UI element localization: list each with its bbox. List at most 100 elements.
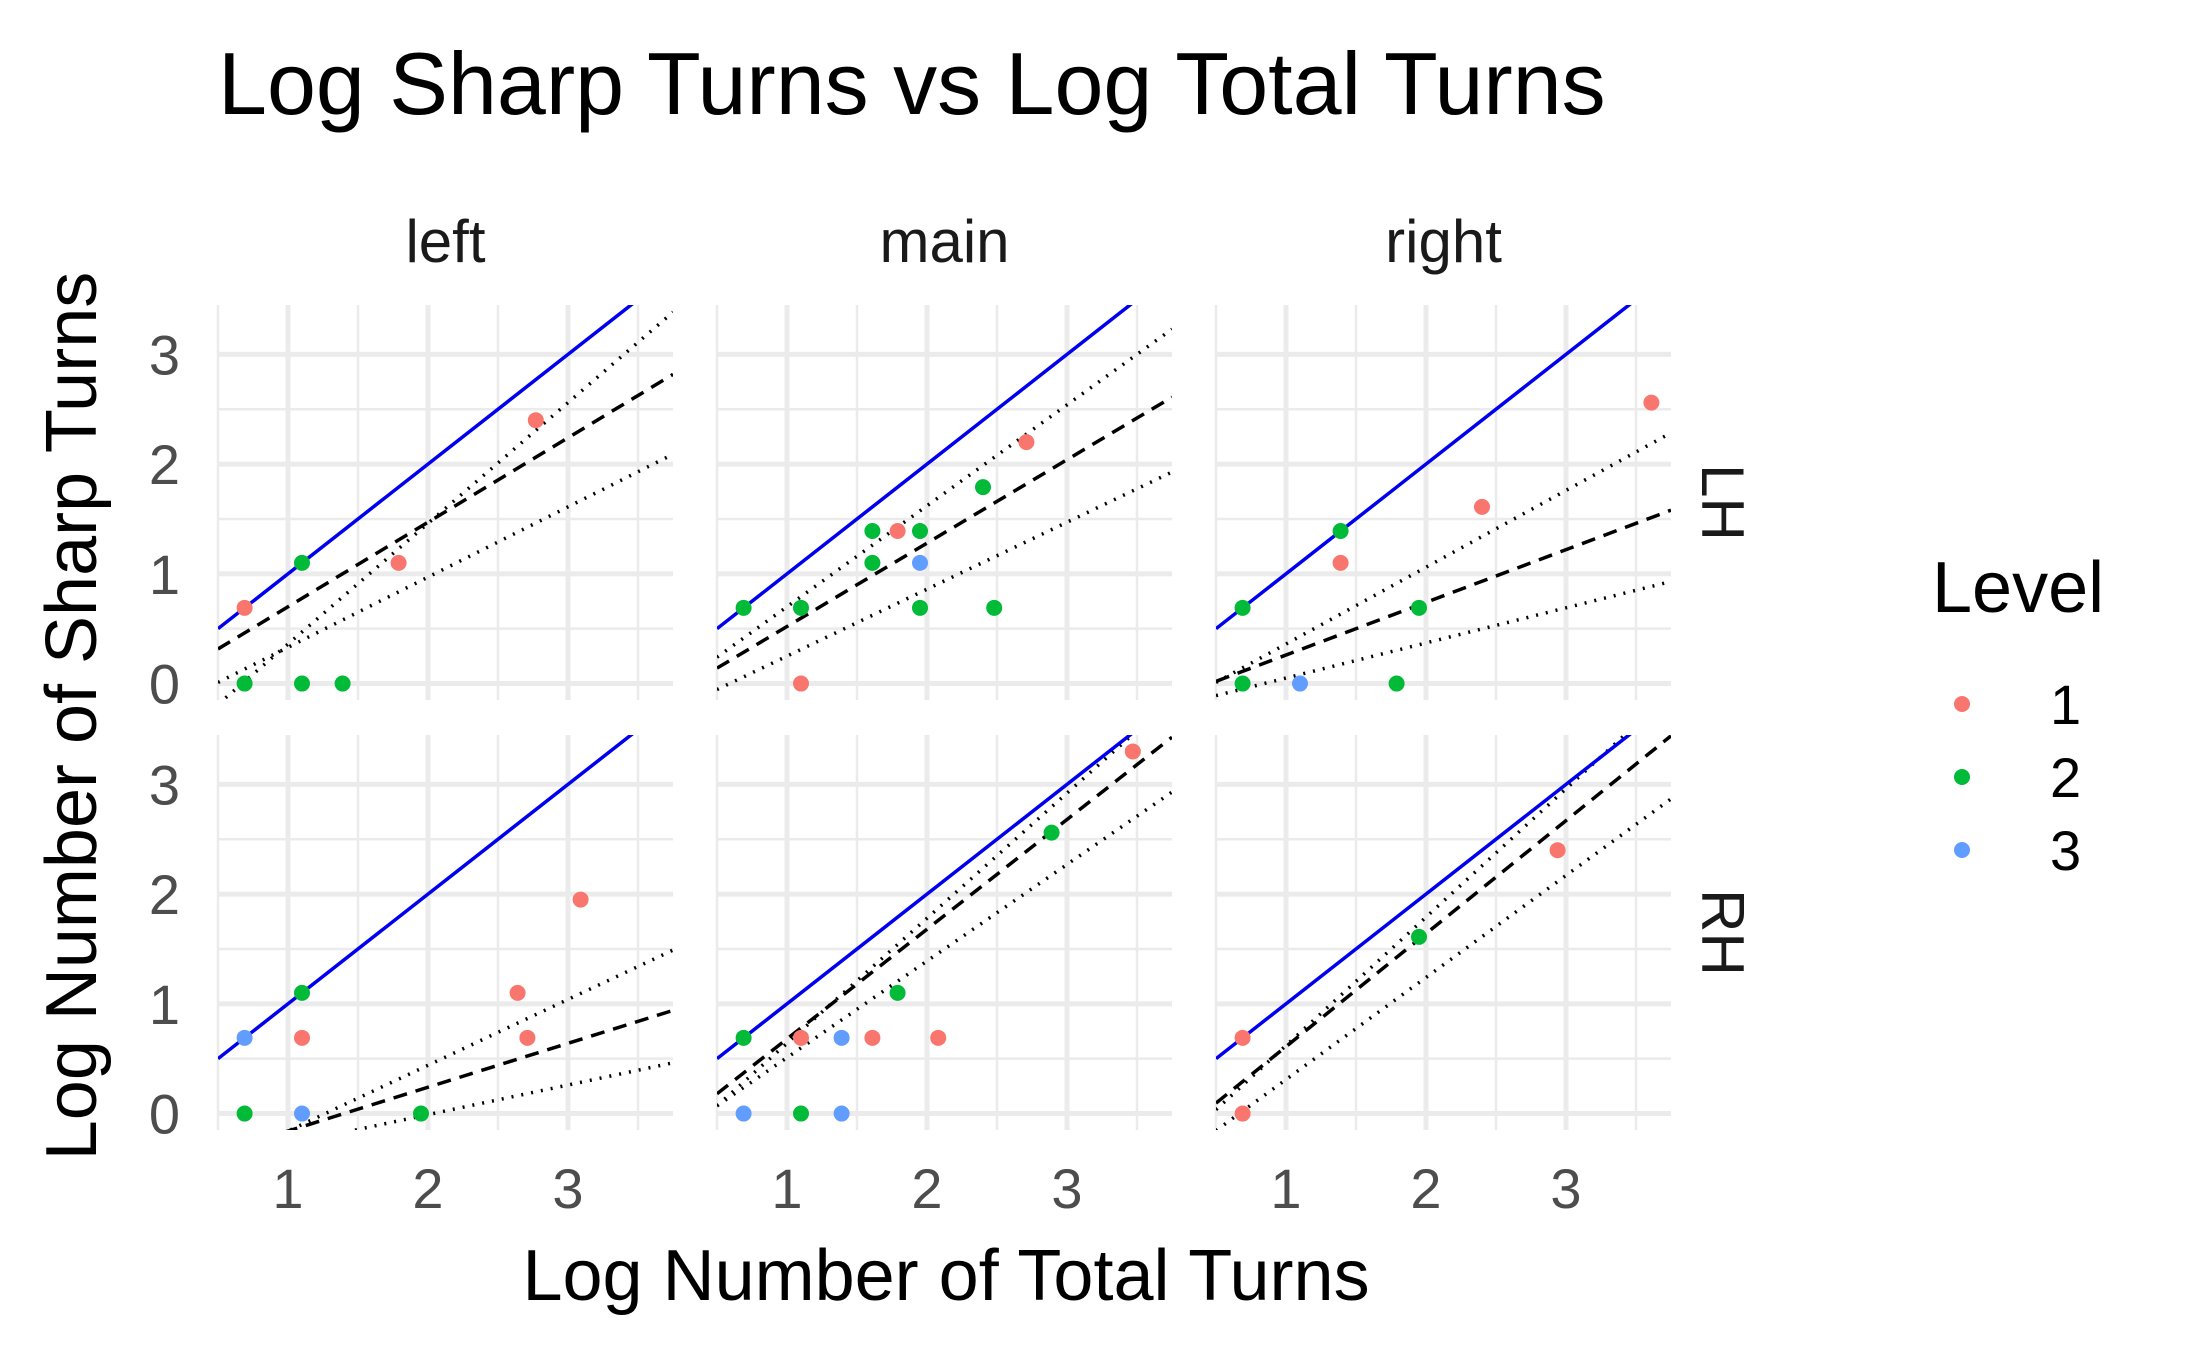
y-tick-label: 1 [149,543,180,606]
legend-key-2 [1954,769,1970,785]
panel-left-RH [216,735,673,1130]
bound-line [717,735,1135,1108]
bound-line [1216,579,1671,698]
point-level-1 [572,891,589,908]
strip-label-LH: LH [1689,464,1756,541]
point-level-2 [1332,523,1349,540]
fit-line [717,735,1172,1096]
point-level-2 [294,675,310,692]
panel-lines [717,305,1172,692]
point-level-2 [294,554,310,571]
point-level-2 [793,599,809,616]
y-tick-label: 3 [149,753,180,816]
strip-label-main: main [879,208,1009,275]
point-level-3 [833,1105,850,1122]
point-level-2 [236,675,253,692]
legend: Level 1 2 3 [1932,548,2104,882]
panel-left-LH [216,305,673,700]
fit-line [218,372,673,651]
fit-line [1216,508,1671,683]
legend-label-1: 1 [2050,673,2081,736]
point-level-1 [1234,1105,1251,1122]
point-level-3 [833,1029,850,1046]
point-level-2 [1388,675,1405,692]
point-level-1 [864,1029,881,1046]
legend-key-3 [1954,842,1970,858]
x-tick-label: 1 [272,1157,303,1220]
point-level-1 [1234,1029,1251,1046]
reference-line [218,735,634,1061]
strip-label-left: left [405,208,485,275]
panel-main-LH [715,305,1172,700]
legend-label-2: 2 [2050,746,2081,809]
point-level-2 [793,1105,809,1122]
point-level-1 [1474,498,1490,515]
reference-line [1216,735,1632,1061]
point-level-2 [413,1105,429,1122]
point-level-1 [1643,394,1660,411]
x-tick-label: 3 [552,1157,583,1220]
point-level-1 [294,1029,310,1046]
x-axis-title: Log Number of Total Turns [522,1236,1369,1316]
point-level-2 [294,984,310,1001]
x-tick-label: 2 [1410,1157,1441,1220]
y-tick-label: 2 [149,433,180,496]
point-level-2 [735,599,752,616]
point-level-1 [1124,743,1141,760]
facet-panels: left main right LH RH 0 1 2 3 0 1 2 3 1 2 3 1 2 3 1 2 3 [149,208,1756,1220]
panel-main-RH [715,735,1172,1130]
point-level-2 [1411,928,1427,945]
panel-lines [218,305,673,700]
bound-line [717,470,1172,692]
point-level-1 [930,1029,947,1046]
point-level-1 [1332,554,1349,571]
point-level-3 [912,554,928,571]
point-level-1 [236,599,253,616]
legend-label-3: 3 [2050,819,2081,882]
bound-line [1216,797,1671,1130]
point-level-1 [527,412,544,429]
reference-line [1216,305,1632,631]
bound-line [220,310,673,700]
fit-line [717,395,1172,670]
legend-title: Level [1932,548,2104,628]
strip-label-RH: RH [1689,889,1756,976]
point-level-1 [390,554,407,571]
legend-key-1 [1954,696,1970,712]
bound-line [717,327,1172,659]
point-level-1 [793,1029,809,1046]
point-level-1 [1018,434,1035,451]
panel-right-LH [1214,305,1671,700]
panel-right-RH [1214,735,1671,1130]
y-tick-label: 2 [149,863,180,926]
point-level-2 [334,675,351,692]
bound-line [286,948,673,1130]
point-level-3 [236,1029,253,1046]
y-tick-label: 0 [149,653,180,716]
point-level-3 [294,1105,310,1122]
fit-line [1216,735,1671,1105]
reference-line [717,305,1133,631]
point-level-1 [509,984,526,1001]
point-level-2 [1411,599,1427,616]
point-level-2 [912,523,928,540]
x-tick-label: 1 [771,1157,802,1220]
point-level-2 [864,554,881,571]
y-axis-title: Log Number of Sharp Turns [32,272,112,1160]
y-tick-label: 0 [149,1083,180,1146]
point-level-2 [1043,824,1060,841]
point-level-2 [912,599,928,616]
panel-lines [218,735,673,1130]
point-level-2 [735,1029,752,1046]
x-tick-label: 3 [1550,1157,1581,1220]
point-level-1 [519,1029,536,1046]
strip-label-right: right [1385,208,1502,275]
point-level-2 [975,479,991,496]
fit-line [285,1008,673,1130]
point-level-2 [236,1105,253,1122]
point-level-3 [735,1105,752,1122]
panel-lines [717,735,1172,1108]
point-level-2 [889,984,906,1001]
reference-line [218,305,634,631]
x-tick-label: 2 [412,1157,443,1220]
